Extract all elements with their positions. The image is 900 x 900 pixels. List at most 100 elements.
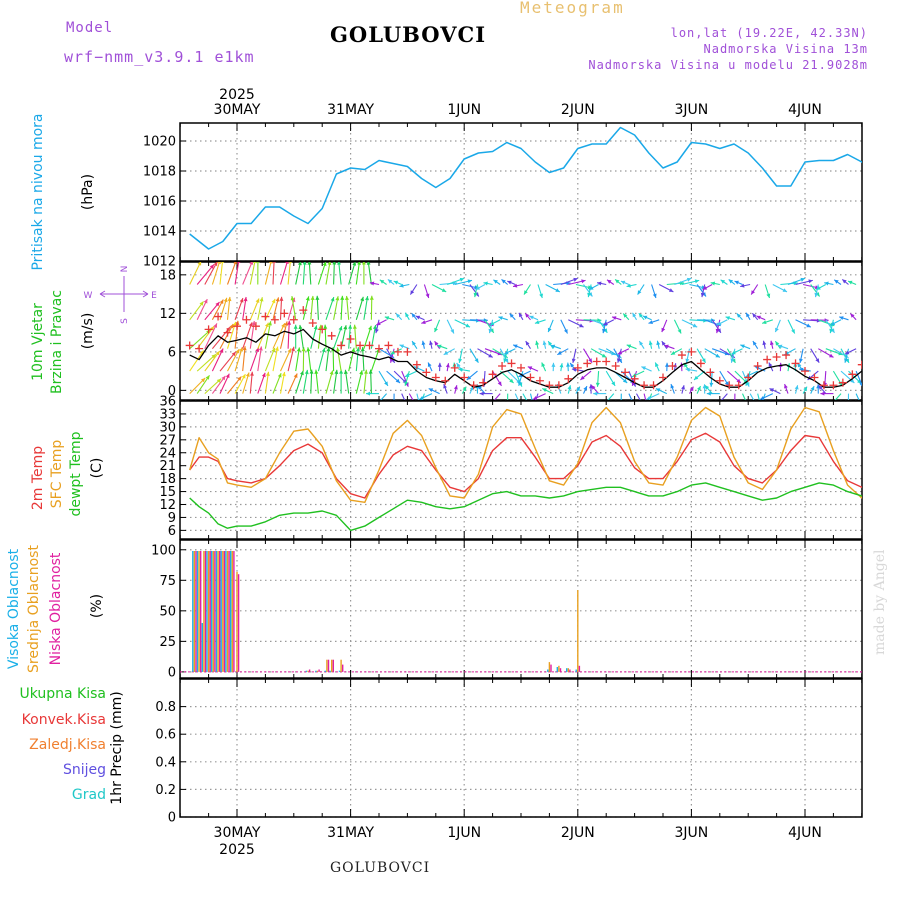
- wind-barb-head: [820, 391, 825, 396]
- wind-barb-head: [225, 373, 230, 379]
- wind-barb-head: [483, 281, 488, 286]
- wind-barb-head: [336, 347, 340, 352]
- wind-barb: [234, 262, 240, 285]
- wind-barb-head: [345, 295, 349, 300]
- wind-barb-head: [265, 371, 270, 376]
- wind-barb: [242, 346, 246, 372]
- wind-gust-marker: [242, 315, 251, 324]
- panel-frame: [179, 539, 863, 679]
- wind-barb: [362, 347, 365, 372]
- wind-barb-head: [473, 292, 478, 298]
- compass-north: N: [120, 266, 130, 273]
- wind-barb-head: [443, 384, 447, 389]
- wind-barb-head: [834, 279, 839, 284]
- y-tick-label: 6: [168, 524, 176, 539]
- wind-barb-head: [775, 341, 780, 346]
- wind-barb-head: [539, 293, 543, 298]
- wind-barb-head: [638, 313, 643, 318]
- wind-barb-head: [762, 320, 767, 324]
- wind-barb-head: [429, 340, 433, 346]
- wind-barb-head: [524, 290, 528, 295]
- wind-barb: [280, 348, 292, 372]
- pressure-axis-title: Pritisak na nivou mora: [30, 113, 46, 270]
- wind-barb-head: [846, 406, 850, 410]
- wind-barb-head: [740, 283, 745, 288]
- wind-gust-marker: [535, 376, 544, 385]
- wind-barb-head: [414, 405, 418, 409]
- wind-barb: [757, 393, 760, 400]
- wind-gust-marker: [734, 381, 743, 390]
- wind-barb-head: [268, 321, 272, 326]
- wind-gust-marker: [838, 378, 847, 387]
- wind-gust-marker: [346, 335, 355, 344]
- wind-barb: [643, 393, 647, 400]
- wind-barb-head: [734, 280, 739, 285]
- wind-barb-head: [307, 262, 312, 265]
- wind-barb-head: [815, 358, 820, 363]
- wind-barb-head: [277, 373, 282, 378]
- wind-gust-marker: [384, 341, 393, 350]
- wind-barb-head: [839, 316, 844, 320]
- wind-barb-head: [623, 313, 628, 318]
- wind-barb-head: [603, 321, 608, 326]
- wind-barb: [272, 322, 286, 349]
- temp-axis-title-2: SFC Temp: [49, 440, 65, 509]
- wind-barb-head: [421, 340, 426, 346]
- wind-barb: [310, 325, 318, 349]
- wind-barb-head: [357, 262, 361, 265]
- wind-barb-head: [534, 320, 540, 324]
- wind-barb-head: [519, 405, 523, 410]
- wind-barb-head: [205, 375, 210, 380]
- wind-barb-head: [677, 329, 682, 334]
- wind-barb-head: [497, 381, 502, 386]
- y-tick-label: 1020: [143, 135, 176, 150]
- y-tick-label: 0.2: [155, 783, 176, 798]
- wind-barb: [367, 262, 372, 285]
- wind-barb-head: [404, 373, 410, 377]
- wind-barb: [234, 347, 243, 372]
- wind-gust-marker: [886, 361, 894, 369]
- wind-barb-head: [337, 262, 341, 265]
- panel-4: 0 0.2 0.4 0.6 0.8: [155, 678, 863, 826]
- wind-barb: [355, 262, 360, 285]
- wind-barb-head: [509, 313, 514, 318]
- wind-barb: [535, 393, 539, 400]
- wind-barb-head: [329, 370, 334, 375]
- wind-barb-head: [542, 340, 547, 346]
- wind-barb-head: [434, 341, 439, 346]
- wind-barb-head: [469, 386, 474, 391]
- wind-gust-marker: [611, 361, 620, 370]
- wind-barb-head: [335, 296, 340, 301]
- wind-gust-marker: [573, 363, 582, 372]
- wind-barb: [325, 296, 335, 320]
- wind-barb-head: [232, 321, 237, 327]
- y-tick-label: 1012: [143, 255, 176, 270]
- temp-line-2: [189, 482, 862, 532]
- wind-barb-head: [612, 316, 617, 320]
- wind-barb-head: [845, 350, 850, 355]
- wind-barb-head: [387, 279, 393, 284]
- wind-barb-head: [419, 396, 424, 400]
- wind-gust-marker: [867, 353, 875, 361]
- wind-barb-head: [488, 353, 493, 358]
- wind-barb-head: [437, 344, 442, 349]
- wind-barb-head: [379, 279, 385, 284]
- wind-barb-head: [421, 320, 426, 324]
- wind-gust-marker: [289, 315, 298, 324]
- wind-gust-marker: [517, 363, 525, 372]
- wind-barb-head: [717, 328, 721, 333]
- wind-barb-head: [665, 362, 669, 367]
- wind-barb-head: [555, 288, 560, 292]
- wind-barb: [196, 353, 217, 372]
- wind-barb-head: [412, 341, 416, 346]
- wind-gust-marker: [498, 361, 507, 370]
- y-tick-label: 0: [168, 384, 176, 399]
- wind-barb: [408, 393, 414, 400]
- wind-barb-head: [580, 375, 585, 380]
- wind-barb-head: [689, 386, 694, 392]
- wind-barb-head: [829, 353, 834, 358]
- wind-barb: [295, 370, 304, 394]
- y-tick-label: 50: [159, 604, 176, 619]
- wind-barb-head: [213, 323, 217, 328]
- wind-barb-head: [648, 340, 653, 346]
